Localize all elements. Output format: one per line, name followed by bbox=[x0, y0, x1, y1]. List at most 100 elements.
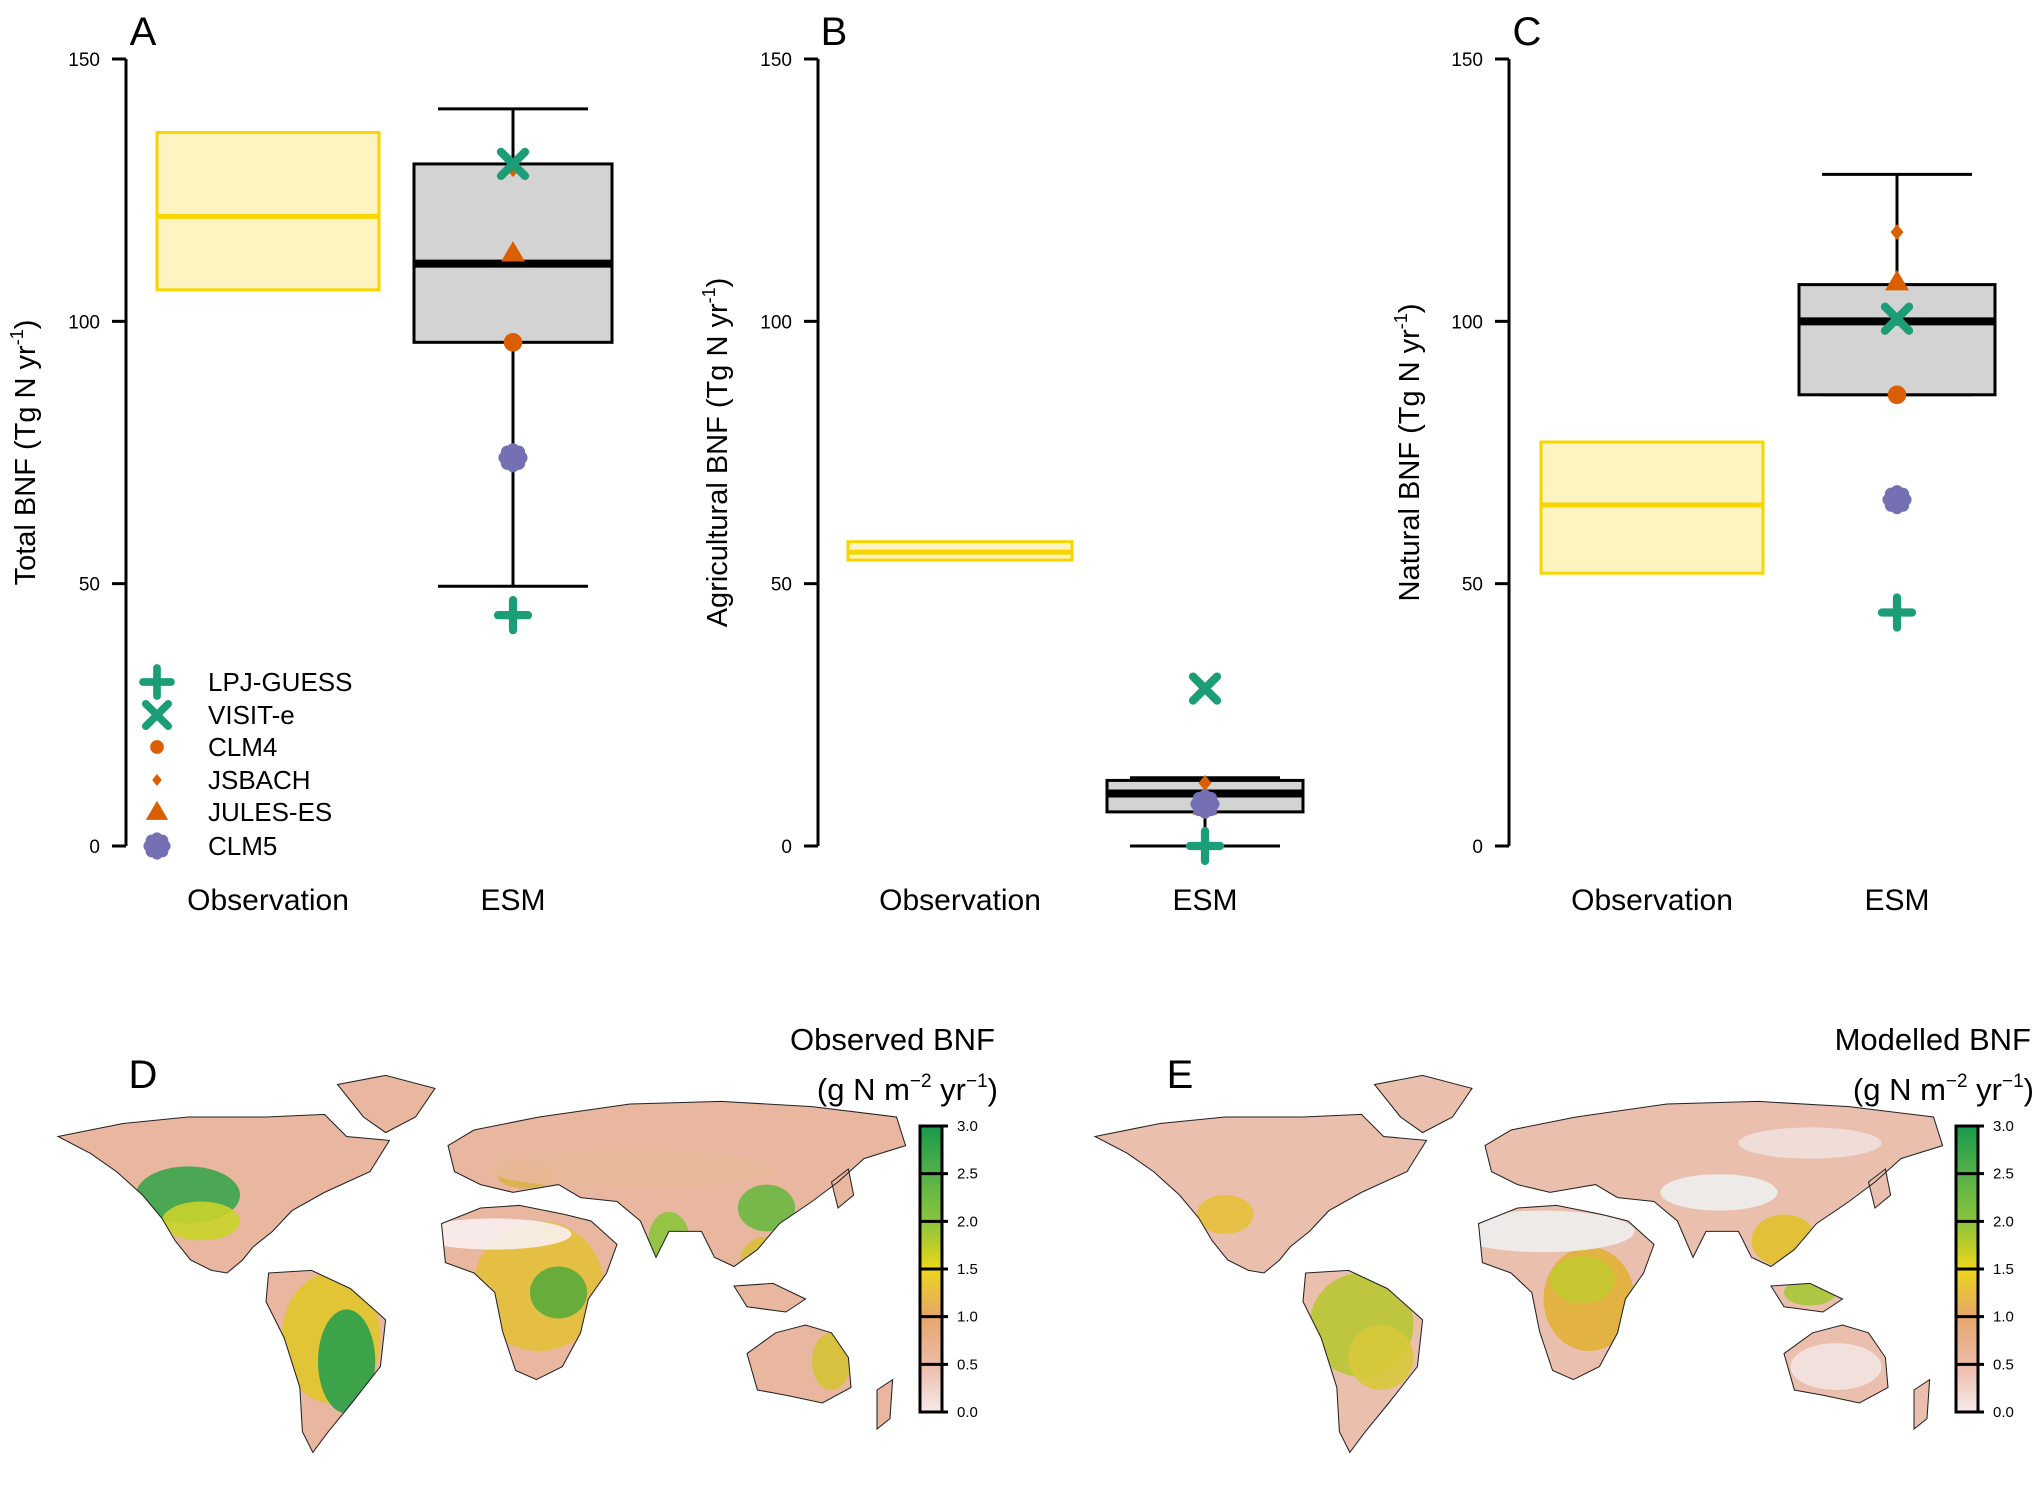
legend-label: JULES-ES bbox=[208, 797, 332, 827]
land-nz bbox=[1914, 1379, 1930, 1429]
coastline-nz bbox=[876, 1378, 894, 1431]
legend-label: CLM4 bbox=[208, 732, 277, 762]
model-point-jules-es bbox=[1885, 269, 1909, 291]
model-point-jules-es bbox=[501, 241, 525, 262]
y-tick-label: 100 bbox=[68, 312, 100, 333]
model-point-clm5 bbox=[1882, 485, 1912, 515]
cross-legend-marker bbox=[141, 699, 173, 731]
colorbar-tick-label: 0.0 bbox=[957, 1404, 978, 1421]
y-axis-label: Total BNF (Tg N yr-1) bbox=[7, 320, 42, 586]
flower-center bbox=[1888, 490, 1906, 509]
bnf-patch bbox=[1751, 1214, 1817, 1267]
coastline-af bbox=[440, 1204, 618, 1381]
plus-legend-marker bbox=[139, 664, 175, 700]
colorbar-tick-label: 0.0 bbox=[1993, 1404, 2014, 1421]
unit-text: ) bbox=[2024, 1072, 2034, 1107]
x-category-label: ESM bbox=[1172, 884, 1237, 917]
map-panel-e: E Modelled BNF (g N m−2 yr−1) 0.0 0.5 1.0 1.5 2… bbox=[1093, 1022, 2034, 1454]
y-axis-label-sup: -1 bbox=[1391, 313, 1411, 329]
colorbar-tick-label: 2.5 bbox=[1993, 1166, 2014, 1183]
flower-center bbox=[1196, 795, 1214, 814]
y-tick-label: 50 bbox=[79, 575, 100, 596]
land-nz bbox=[877, 1379, 893, 1429]
y-axis-label-sup: -1 bbox=[7, 329, 27, 345]
map-legend-unit: (g N m−2 yr−1) bbox=[817, 1071, 998, 1107]
unit-text: ) bbox=[988, 1072, 998, 1107]
diamond-mark bbox=[1198, 775, 1212, 792]
x-category-label: ESM bbox=[1864, 884, 1929, 917]
bnf-patch bbox=[737, 1184, 796, 1232]
panel-label: B bbox=[821, 10, 848, 54]
cross-mark bbox=[1188, 672, 1222, 705]
plus-mark bbox=[1877, 593, 1917, 632]
flower-legend-marker bbox=[143, 832, 171, 860]
legend-label: LPJ-GUESS bbox=[208, 667, 353, 697]
unit-text: (g N m bbox=[1853, 1072, 1946, 1107]
circle-mark bbox=[503, 333, 523, 352]
y-tick-label: 0 bbox=[1472, 837, 1483, 858]
colorbar-tick-label: 1.0 bbox=[957, 1309, 978, 1326]
legend-item: VISIT-e bbox=[141, 699, 295, 731]
circle-legend-marker bbox=[150, 740, 164, 754]
bnf-patches bbox=[1196, 1127, 1882, 1390]
bnf-patch bbox=[415, 1218, 572, 1250]
y-axis-label-close: ) bbox=[702, 278, 734, 288]
unit-sup: −1 bbox=[966, 1071, 988, 1092]
panel-label: C bbox=[1513, 10, 1542, 54]
boxplot-panel-c: C 0 50 100 150 Natural BNF (Tg N yr-1) Observa… bbox=[1391, 10, 1997, 917]
model-point-clm5 bbox=[1190, 789, 1220, 819]
model-point-clm4 bbox=[503, 333, 523, 352]
boxplot-panel-a: A 0 50 100 150 Total BNF (Tg N yr-1) Observati… bbox=[7, 10, 614, 917]
plus-mark bbox=[1185, 826, 1225, 866]
coastline-gl bbox=[336, 1074, 436, 1134]
coastline-na bbox=[56, 1113, 391, 1274]
diamond-legend-marker bbox=[152, 774, 162, 786]
y-axis-label-text: Total BNF (Tg N yr bbox=[10, 345, 42, 585]
y-tick-label: 150 bbox=[68, 50, 100, 71]
boxplot-panel-b: B 0 50 100 150 Agricultural BNF (Tg N yr-1) Ob… bbox=[699, 10, 1305, 917]
plus-mark bbox=[493, 596, 533, 635]
unit-text: yr bbox=[1968, 1072, 2002, 1107]
coastline-af bbox=[1477, 1204, 1655, 1381]
y-axis-label-text: Natural BNF (Tg N yr bbox=[1394, 329, 1426, 602]
bnf-patch bbox=[529, 1266, 588, 1319]
bnf-patch bbox=[1348, 1325, 1414, 1390]
y-tick-label: 0 bbox=[781, 837, 792, 858]
bnf-patch bbox=[1550, 1256, 1615, 1303]
x-category-label: Observation bbox=[879, 884, 1041, 917]
x-category-label: Observation bbox=[187, 884, 349, 917]
x-category-label: Observation bbox=[1571, 884, 1733, 917]
coastline-nz bbox=[1913, 1378, 1931, 1431]
unit-text: (g N m bbox=[817, 1072, 910, 1107]
triangle-mark bbox=[145, 800, 169, 820]
bnf-patches bbox=[136, 1149, 851, 1414]
colorbar-tick-label: 1.5 bbox=[957, 1261, 978, 1278]
flower-center bbox=[504, 448, 522, 467]
colorbar: 0.0 0.5 1.0 1.5 2.0 2.5 3.0 bbox=[1954, 1118, 2014, 1421]
coastline-se bbox=[733, 1282, 807, 1313]
colorbar-tick-label: 0.5 bbox=[957, 1356, 978, 1373]
model-point-visit-e bbox=[496, 147, 530, 181]
cross-mark bbox=[141, 699, 173, 731]
bnf-patch bbox=[318, 1309, 376, 1414]
map-panel-d: D Observed BNF (g N m−2 yr−1) 0.0 0.5 1.0 1.5 2… bbox=[56, 1022, 998, 1454]
legend-item: CLM5 bbox=[143, 831, 277, 861]
colorbar-tick-label: 3.0 bbox=[957, 1118, 978, 1135]
y-axis-label: Natural BNF (Tg N yr-1) bbox=[1391, 303, 1426, 601]
coastline-jp bbox=[1867, 1168, 1892, 1209]
colorbar-tick-label: 1.0 bbox=[1993, 1309, 2014, 1326]
colorbar: 0.0 0.5 1.0 1.5 2.0 2.5 3.0 bbox=[918, 1118, 978, 1421]
legend-item: CLM4 bbox=[150, 732, 277, 762]
bnf-patch bbox=[740, 1236, 793, 1284]
coastline-eu bbox=[1484, 1100, 1944, 1268]
legend-label: JSBACH bbox=[208, 765, 311, 795]
y-tick-label: 50 bbox=[1462, 575, 1483, 596]
y-tick-label: 100 bbox=[760, 312, 792, 333]
land-jp bbox=[1868, 1169, 1891, 1208]
land-se bbox=[734, 1283, 806, 1312]
coastline-eu bbox=[447, 1100, 907, 1268]
plus-mark bbox=[139, 664, 175, 700]
bnf-patch bbox=[1196, 1195, 1254, 1234]
land-gl bbox=[337, 1075, 435, 1133]
